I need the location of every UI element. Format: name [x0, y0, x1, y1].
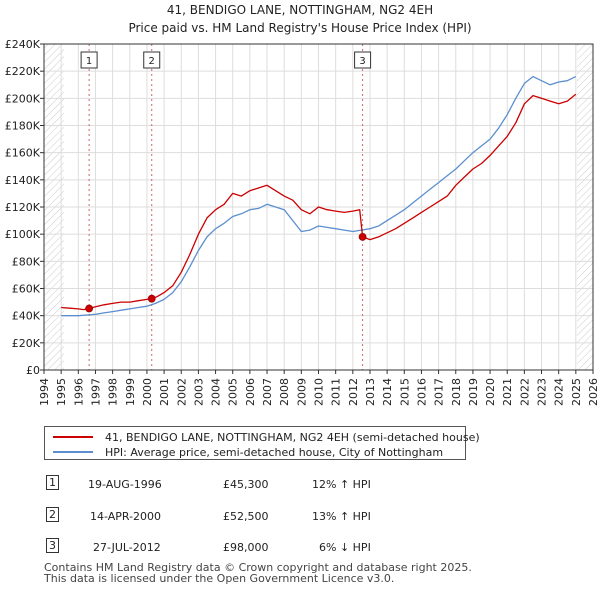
- x-tick-label: 2011: [330, 378, 343, 406]
- legend-item-price: 41, BENDIGO LANE, NOTTINGHAM, NG2 4EH (s…: [53, 430, 480, 444]
- x-tick-label: 1996: [72, 378, 85, 406]
- x-tick-label: 1994: [38, 378, 51, 406]
- x-tick-label: 2012: [347, 378, 360, 406]
- price-paid-line: [61, 93, 577, 311]
- y-tick-label: £100K: [5, 228, 41, 241]
- x-tick-label: 2025: [570, 378, 583, 406]
- x-tick-label: 2023: [536, 378, 549, 406]
- x-tick-label: 2004: [210, 378, 223, 406]
- y-tick-label: £200K: [5, 92, 41, 105]
- x-tick-label: 2001: [158, 378, 171, 406]
- transaction-number: 3: [46, 538, 59, 553]
- sale-marker: [358, 232, 367, 241]
- chart-subtitle: Price paid vs. HM Land Registry's House …: [128, 21, 471, 35]
- transaction-date: 14-APR-2000: [90, 510, 162, 523]
- x-tick-label: 2017: [433, 378, 446, 406]
- x-tick-label: 2008: [278, 378, 291, 406]
- transaction-hpi: 6% ↓ HPI: [319, 541, 371, 554]
- y-tick-label: £40K: [12, 310, 41, 323]
- footer-licence: This data is licensed under the Open Gov…: [44, 572, 395, 585]
- x-tick-label: 2020: [484, 378, 497, 406]
- y-tick-label: £220K: [5, 65, 41, 78]
- legend-item-hpi: HPI: Average price, semi-detached house,…: [53, 445, 443, 459]
- price-chart: 41, BENDIGO LANE, NOTTINGHAM, NG2 4EH Pr…: [5, 3, 600, 406]
- transaction-flag-label: 3: [359, 56, 365, 67]
- y-tick-label: £20K: [12, 337, 41, 350]
- x-tick-label: 2021: [501, 378, 514, 406]
- sale-marker: [147, 294, 156, 303]
- x-tick-label: 1995: [55, 378, 68, 406]
- x-tick-label: 2015: [398, 378, 411, 406]
- x-tick-label: 2006: [244, 378, 257, 406]
- transaction-number: 1: [46, 475, 59, 490]
- transaction-price: £45,300: [223, 478, 269, 491]
- y-tick-label: £240K: [5, 38, 41, 51]
- x-tick-label: 2018: [450, 378, 463, 406]
- transaction-flag: [143, 51, 161, 69]
- transaction-number: 2: [46, 507, 59, 522]
- transaction-hpi: 12% ↑ HPI: [312, 478, 371, 491]
- plot-frame: [43, 43, 594, 371]
- x-tick-label: 2007: [261, 378, 274, 406]
- x-tick-label: 2014: [381, 378, 394, 406]
- sale-marker: [85, 304, 94, 313]
- footer-copyright: Contains HM Land Registry data © Crown c…: [44, 561, 472, 574]
- legend-label-price: 41, BENDIGO LANE, NOTTINGHAM, NG2 4EH (s…: [105, 430, 480, 444]
- x-tick-label: 1998: [107, 378, 120, 406]
- legend: 41, BENDIGO LANE, NOTTINGHAM, NG2 4EH (s…: [44, 426, 480, 460]
- transaction-flag-label: 1: [86, 56, 92, 67]
- legend-swatch-hpi: [53, 451, 93, 453]
- chart-title: 41, BENDIGO LANE, NOTTINGHAM, NG2 4EH: [167, 3, 433, 17]
- legend-swatch-price: [53, 436, 93, 438]
- x-tick-label: 2022: [518, 378, 531, 406]
- x-tick-label: 2005: [227, 378, 240, 406]
- x-tick-label: 2026: [587, 378, 600, 406]
- y-tick-label: £140K: [5, 174, 41, 187]
- transaction-price: £52,500: [223, 510, 269, 523]
- legend-label-hpi: HPI: Average price, semi-detached house,…: [105, 445, 444, 459]
- transaction-flag: [354, 51, 372, 69]
- x-tick-label: 2024: [553, 378, 566, 406]
- transaction-row: 1 19-AUG-1996 £45,300 12% ↑ HPI: [40, 475, 400, 495]
- transaction-row: 3 27-JUL-2012 £98,000 6% ↓ HPI: [40, 538, 400, 558]
- transaction-price: £98,000: [223, 541, 269, 554]
- x-tick-label: 2013: [364, 378, 377, 406]
- y-tick-label: £160K: [5, 147, 41, 160]
- transaction-date: 27-JUL-2012: [93, 541, 161, 554]
- x-tick-label: 2003: [192, 378, 205, 406]
- y-tick-label: £180K: [5, 120, 41, 133]
- hpi-line: [61, 75, 577, 317]
- y-tick-label: £80K: [12, 255, 41, 268]
- x-tick-label: 1997: [89, 378, 102, 406]
- transaction-flag-label: 2: [149, 56, 155, 67]
- transaction-row: 2 14-APR-2000 £52,500 13% ↑ HPI: [40, 507, 400, 527]
- x-tick-label: 2010: [313, 378, 326, 406]
- x-tick-label: 2019: [467, 378, 480, 406]
- transaction-hpi: 13% ↑ HPI: [312, 510, 371, 523]
- y-tick-label: £60K: [12, 283, 41, 296]
- y-tick-label: £0: [26, 364, 40, 377]
- x-tick-label: 2002: [175, 378, 188, 406]
- y-tick-label: £120K: [5, 201, 41, 214]
- transaction-date: 19-AUG-1996: [88, 478, 162, 491]
- footer: Contains HM Land Registry data © Crown c…: [44, 562, 472, 584]
- x-tick-label: 2000: [141, 378, 154, 406]
- x-tick-label: 2016: [415, 378, 428, 406]
- x-tick-label: 2009: [295, 378, 308, 406]
- transaction-flag: [80, 51, 98, 69]
- x-tick-label: 1999: [124, 378, 137, 406]
